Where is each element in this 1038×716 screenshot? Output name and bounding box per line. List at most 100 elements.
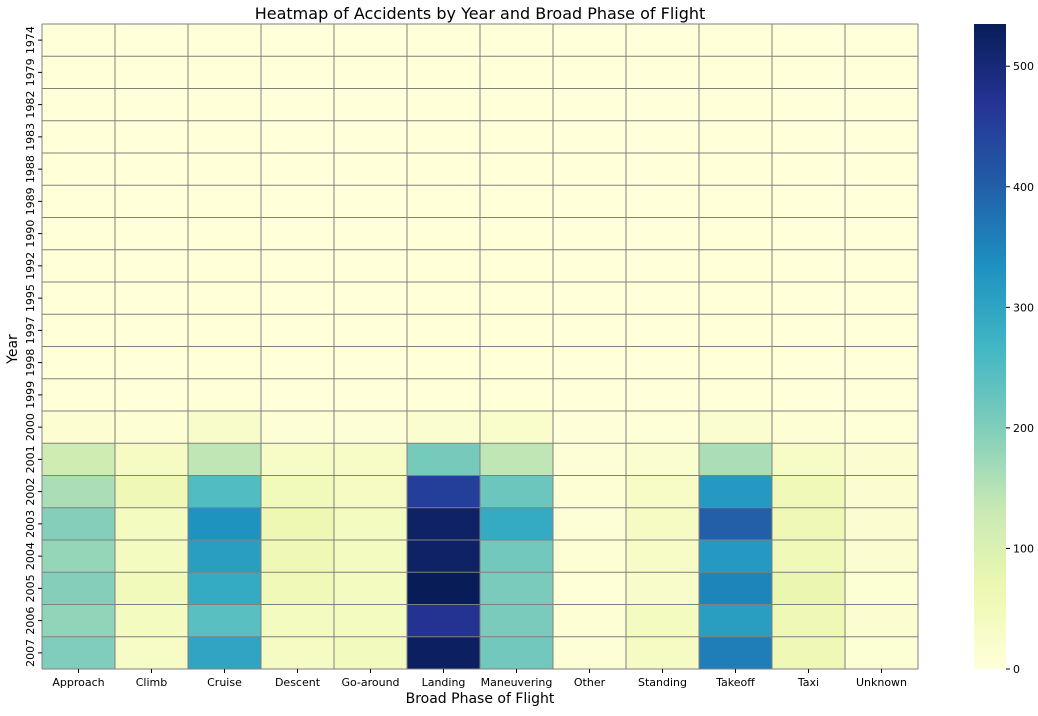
y-tick-label: 1989	[24, 187, 37, 215]
heatmap-cell	[626, 346, 699, 379]
heatmap-cell	[480, 120, 553, 153]
heatmap-cell	[334, 604, 407, 637]
heatmap-cell	[772, 56, 845, 89]
heatmap-cell	[699, 443, 772, 476]
heatmap-cell	[407, 217, 480, 250]
heatmap-cell	[188, 636, 261, 669]
heatmap-cell	[699, 282, 772, 315]
y-tick-label: 2006	[24, 607, 37, 635]
heatmap-cell	[699, 475, 772, 508]
heatmap-cell	[626, 120, 699, 153]
heatmap-cell	[626, 507, 699, 540]
heatmap-cell	[407, 282, 480, 315]
y-tick-label: 2000	[24, 413, 37, 441]
heatmap-cell	[334, 249, 407, 282]
heatmap-cell	[261, 540, 334, 573]
heatmap-cell	[699, 249, 772, 282]
heatmap-cell	[115, 24, 188, 57]
heatmap-cell	[553, 443, 626, 476]
heatmap-cell	[115, 314, 188, 347]
heatmap-cell	[334, 217, 407, 250]
heatmap-cell	[188, 443, 261, 476]
heatmap-cell	[626, 443, 699, 476]
heatmap-cell	[480, 88, 553, 121]
heatmap-cell	[480, 475, 553, 508]
heatmap-cell	[626, 572, 699, 605]
heatmap-cell	[480, 378, 553, 411]
heatmap-cell	[42, 475, 115, 508]
y-tick-label: 2002	[24, 478, 37, 506]
y-tick-label: 2004	[24, 542, 37, 570]
heatmap-cell	[553, 572, 626, 605]
heatmap-cell	[407, 507, 480, 540]
heatmap-cell	[845, 314, 918, 347]
heatmap-cell	[334, 88, 407, 121]
heatmap-cells	[42, 24, 918, 669]
heatmap-cell	[626, 636, 699, 669]
heatmap-cell	[699, 120, 772, 153]
heatmap-cell	[407, 378, 480, 411]
heatmap-cell	[407, 56, 480, 89]
heatmap-cell	[772, 636, 845, 669]
heatmap-cell	[261, 604, 334, 637]
heatmap-cell	[480, 636, 553, 669]
heatmap-cell	[407, 540, 480, 573]
heatmap-cell	[407, 636, 480, 669]
colorbar-tick-label: 200	[1013, 422, 1034, 435]
heatmap-cell	[261, 24, 334, 57]
heatmap-cell	[845, 378, 918, 411]
heatmap-cell	[261, 378, 334, 411]
heatmap-cell	[42, 507, 115, 540]
heatmap-cell	[334, 282, 407, 315]
heatmap-cell	[188, 88, 261, 121]
heatmap-cell	[626, 540, 699, 573]
heatmap-cell	[334, 475, 407, 508]
heatmap-cell	[407, 411, 480, 444]
heatmap-cell	[626, 378, 699, 411]
heatmap-cell	[699, 185, 772, 218]
heatmap-cell	[261, 56, 334, 89]
x-tick-label: Landing	[422, 676, 466, 689]
x-tick-label: Unknown	[856, 676, 907, 689]
heatmap-cell	[845, 604, 918, 637]
heatmap-cell	[42, 217, 115, 250]
heatmap-cell	[480, 604, 553, 637]
heatmap-cell	[699, 604, 772, 637]
heatmap-cell	[115, 88, 188, 121]
y-tick-label: 1983	[24, 123, 37, 151]
y-tick-label: 1997	[24, 316, 37, 344]
heatmap-cell	[626, 604, 699, 637]
heatmap-cell	[626, 475, 699, 508]
heatmap-cell	[334, 378, 407, 411]
heatmap-cell	[480, 153, 553, 186]
heatmap-cell	[626, 56, 699, 89]
heatmap-cell	[553, 540, 626, 573]
heatmap-cell	[334, 24, 407, 57]
heatmap-cell	[845, 411, 918, 444]
heatmap-cell	[261, 475, 334, 508]
heatmap-cell	[42, 346, 115, 379]
heatmap-cell	[553, 475, 626, 508]
heatmap-cell	[407, 88, 480, 121]
heatmap-cell	[845, 120, 918, 153]
heatmap-cell	[699, 88, 772, 121]
y-tick-label: 1998	[24, 349, 37, 377]
heatmap-cell	[188, 507, 261, 540]
heatmap-cell	[115, 411, 188, 444]
heatmap-cell	[188, 572, 261, 605]
heatmap-cell	[261, 507, 334, 540]
heatmap-cell	[553, 411, 626, 444]
heatmap-cell	[772, 411, 845, 444]
x-tick-label: Maneuvering	[481, 676, 553, 689]
heatmap-cell	[626, 411, 699, 444]
heatmap-cell	[772, 88, 845, 121]
heatmap-cell	[115, 185, 188, 218]
heatmap-cell	[626, 153, 699, 186]
heatmap-cell	[699, 411, 772, 444]
heatmap-cell	[42, 120, 115, 153]
y-tick-label: 1999	[24, 381, 37, 409]
heatmap-cell	[845, 475, 918, 508]
heatmap-cell	[115, 346, 188, 379]
heatmap-cell	[115, 604, 188, 637]
heatmap-cell	[480, 346, 553, 379]
